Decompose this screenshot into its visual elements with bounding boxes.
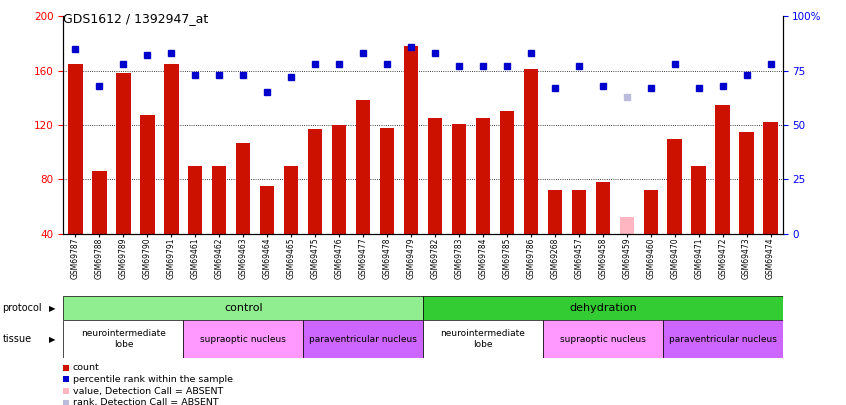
Text: tissue: tissue xyxy=(3,334,31,344)
Bar xyxy=(303,320,423,358)
Bar xyxy=(63,320,184,358)
Text: neurointermediate
lobe: neurointermediate lobe xyxy=(441,330,525,349)
Text: control: control xyxy=(224,303,262,313)
Bar xyxy=(356,100,371,234)
Bar xyxy=(644,190,658,234)
Text: supraoptic nucleus: supraoptic nucleus xyxy=(560,335,645,344)
Bar xyxy=(572,190,586,234)
Text: count: count xyxy=(73,363,100,372)
Text: supraoptic nucleus: supraoptic nucleus xyxy=(201,335,286,344)
Bar xyxy=(63,296,423,320)
Bar xyxy=(667,139,682,234)
Bar xyxy=(423,320,543,358)
Bar xyxy=(500,111,514,234)
Bar xyxy=(619,217,634,234)
Bar xyxy=(428,118,442,234)
Bar xyxy=(140,115,155,234)
Bar xyxy=(380,128,394,234)
Text: dehydration: dehydration xyxy=(569,303,637,313)
Bar xyxy=(184,320,303,358)
Bar xyxy=(260,186,274,234)
Text: rank, Detection Call = ABSENT: rank, Detection Call = ABSENT xyxy=(73,398,218,405)
Bar xyxy=(763,122,777,234)
Text: paraventricular nucleus: paraventricular nucleus xyxy=(309,335,417,344)
Bar xyxy=(92,171,107,234)
Bar xyxy=(475,118,490,234)
Bar xyxy=(116,73,130,234)
Text: neurointermediate
lobe: neurointermediate lobe xyxy=(81,330,166,349)
Bar xyxy=(524,69,538,234)
Bar xyxy=(716,104,730,234)
Bar xyxy=(739,132,754,234)
Text: ▶: ▶ xyxy=(49,335,56,344)
Text: protocol: protocol xyxy=(3,303,42,313)
Bar xyxy=(212,166,227,234)
Bar xyxy=(404,46,418,234)
Bar xyxy=(596,182,610,234)
Bar xyxy=(69,64,83,234)
Text: GDS1612 / 1392947_at: GDS1612 / 1392947_at xyxy=(63,12,209,25)
Bar xyxy=(308,129,322,234)
Bar xyxy=(547,190,562,234)
Text: percentile rank within the sample: percentile rank within the sample xyxy=(73,375,233,384)
Bar xyxy=(543,320,662,358)
Bar xyxy=(284,166,299,234)
Text: ▶: ▶ xyxy=(49,304,56,313)
Text: paraventricular nucleus: paraventricular nucleus xyxy=(668,335,777,344)
Bar xyxy=(332,125,346,234)
Bar xyxy=(236,143,250,234)
Bar xyxy=(662,320,783,358)
Bar xyxy=(452,124,466,234)
Bar xyxy=(188,166,202,234)
Bar xyxy=(423,296,783,320)
Bar xyxy=(691,166,706,234)
Text: value, Detection Call = ABSENT: value, Detection Call = ABSENT xyxy=(73,386,223,396)
Bar xyxy=(164,64,179,234)
